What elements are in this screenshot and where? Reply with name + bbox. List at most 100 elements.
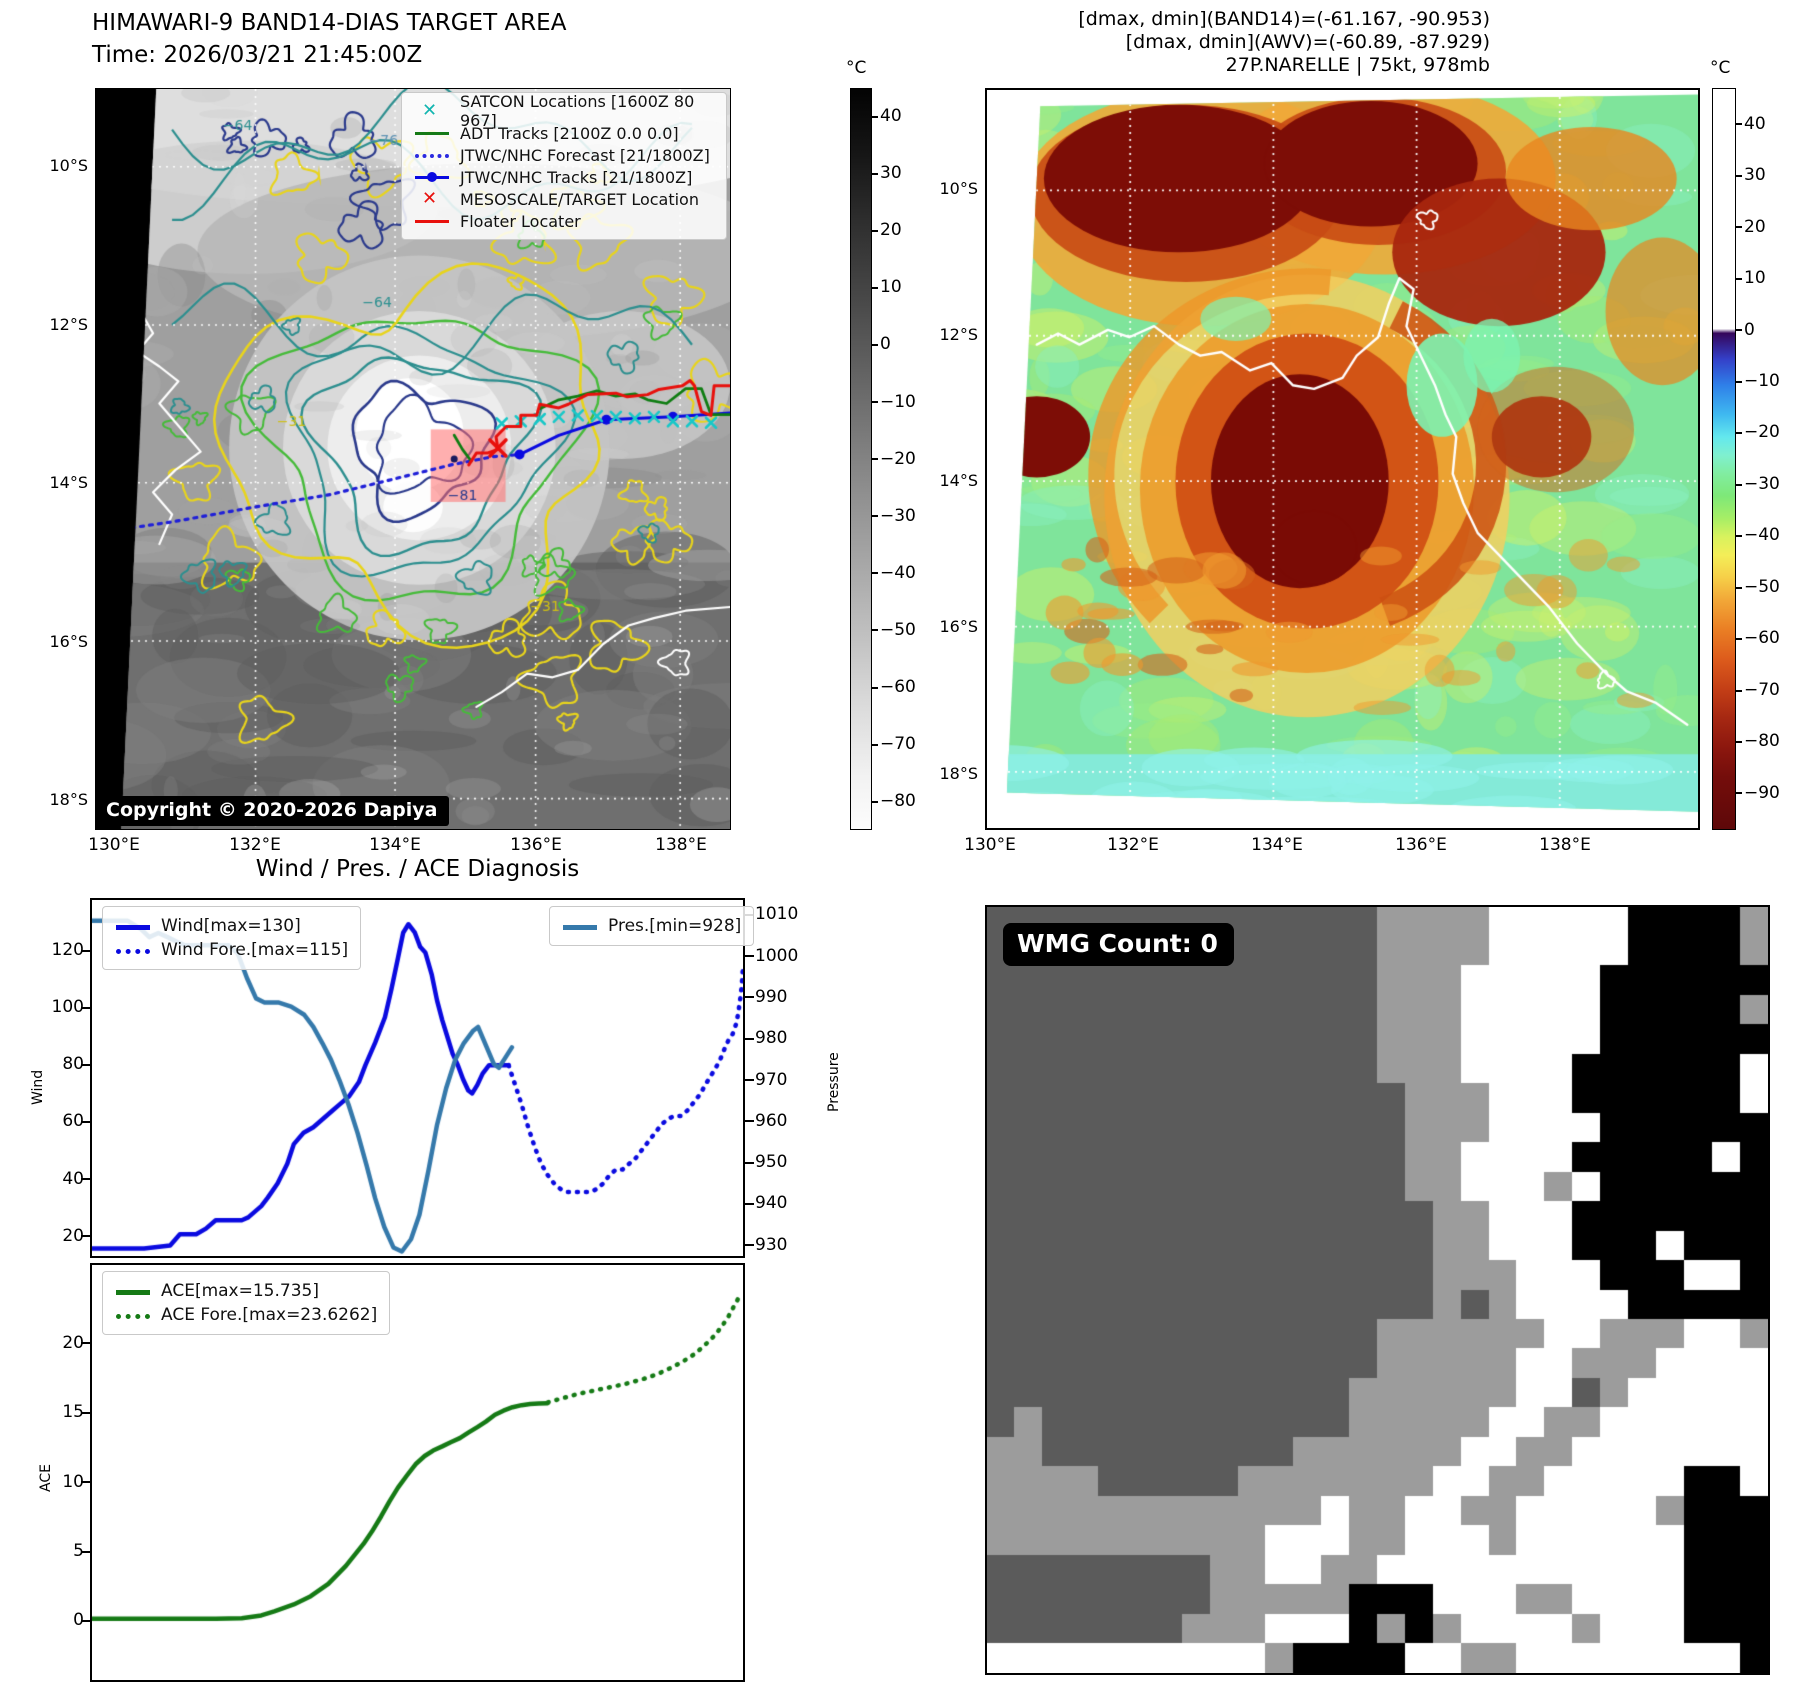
axis-tick-mark [872, 572, 878, 575]
band14-colorbar-tick: 10 [880, 277, 902, 298]
map-legend-item-3-label: JTWC/NHC Tracks [21/1800Z] [460, 167, 693, 187]
axis-tick-mark [1736, 792, 1742, 795]
awv-colorbar-tick: −30 [1744, 473, 1780, 494]
band14-colorbar [850, 88, 872, 830]
ace-chart-panel [90, 1263, 745, 1682]
band14-colorbar-tick: −30 [880, 505, 916, 526]
legend-ace-label: ACE[max=15.735] [161, 1281, 319, 1301]
ace-ytick: 0 [73, 1610, 84, 1631]
ace-legend: ACE[max=15.735] ACE Fore.[max=23.6262] [102, 1271, 391, 1335]
map-legend-item-2: JTWC/NHC Forecast [21/1800Z] [414, 144, 714, 166]
map-legend-item-0: ✕ SATCON Locations [1600Z 80 967] [414, 92, 714, 130]
wind-ytick: 60 [62, 1111, 84, 1132]
axis-tick-mark [745, 1079, 754, 1082]
axis-tick-mark [872, 115, 878, 118]
wind-ytick: 80 [62, 1054, 84, 1075]
awv-lon-tick: 136°E [1395, 835, 1447, 856]
pressure-ytick: 950 [755, 1152, 788, 1173]
awv-colorbar-tick: 10 [1744, 268, 1766, 288]
band14-colorbar-tick: 40 [880, 106, 902, 127]
pressure-ytick: 970 [755, 1069, 788, 1090]
track-dot-icon [427, 172, 437, 182]
wmg-panel: WMG Count: 0 [985, 905, 1770, 1675]
axis-tick-mark [81, 1064, 90, 1067]
band14-lat-tick: 12°S [49, 315, 88, 335]
floater-line-icon [414, 213, 450, 229]
adt-line-icon [415, 132, 449, 135]
band14-colorbar-tick: −60 [880, 676, 916, 697]
axis-tick-mark [1736, 586, 1742, 589]
axis-tick-mark [1736, 329, 1742, 332]
band14-time-label: Time: 2026/03/21 21:45:00Z [92, 42, 423, 68]
awv-colorbar-unit: °C [1710, 58, 1731, 78]
wind-legend: Wind[max=130] Wind Fore.[max=115] [102, 906, 362, 970]
band14-lon-tick: 138°E [655, 835, 707, 856]
adt-line-icon [414, 125, 450, 141]
band14-title: HIMAWARI-9 BAND14-DIAS TARGET AREA [92, 10, 567, 36]
band14-colorbar-tick: 0 [880, 334, 891, 355]
wmg-map-canvas [987, 907, 1768, 1673]
awv-colorbar-tick: −80 [1744, 731, 1780, 752]
band14-lat-tick: 16°S [49, 632, 88, 652]
legend-wind-fore: Wind Fore.[max=115] [115, 938, 348, 962]
band14-lon-tick: 134°E [369, 835, 421, 856]
legend-wind-label: Wind[max=130] [161, 916, 301, 936]
axis-tick-mark [745, 1244, 754, 1247]
band14-lat-tick: 14°S [49, 473, 88, 493]
awv-header: [dmax, dmin](BAND14)=(-61.167, -90.953) … [1060, 8, 1490, 77]
awv-colorbar-tick: 40 [1744, 113, 1766, 134]
axis-tick-mark [1736, 123, 1742, 126]
axis-tick-mark [745, 1120, 754, 1123]
diagnosis-title: Wind / Pres. / ACE Diagnosis [255, 856, 580, 882]
awv-lon-tick: 132°E [1107, 835, 1159, 856]
band14-colorbar-tick: −50 [880, 619, 916, 640]
band14-colorbar-tick: −20 [880, 448, 916, 469]
band14-lat-tick: 10°S [49, 156, 88, 176]
awv-lat-tick: 16°S [939, 617, 978, 637]
ace-line-icon [115, 1283, 151, 1299]
pressure-ytick: 960 [755, 1110, 788, 1131]
axis-tick-mark [872, 172, 878, 175]
awv-lat-tick: 10°S [939, 179, 978, 199]
awv-lon-tick: 130°E [964, 835, 1016, 856]
wind-line-icon [116, 925, 150, 930]
map-legend-item-4-label: MESOSCALE/TARGET Location [460, 189, 699, 209]
awv-header-line-3: 27P.NARELLE | 75kt, 978mb [1225, 54, 1490, 76]
awv-map-panel [985, 88, 1700, 830]
axis-tick-mark [81, 1178, 90, 1181]
axis-tick-mark [81, 1481, 90, 1484]
map-legend-item-1-label: ADT Tracks [2100Z 0.0 0.0] [460, 123, 679, 143]
axis-tick-mark [872, 629, 878, 632]
axis-tick-mark [81, 1411, 90, 1414]
axis-tick-mark [745, 955, 754, 958]
awv-colorbar-tick: −90 [1744, 782, 1780, 803]
axis-tick-mark [872, 515, 878, 518]
copyright-label: Copyright © 2020-2026 Dapiya [98, 796, 450, 826]
legend-pressure: Pres.[min=928] [562, 914, 741, 938]
wind-ytick: 40 [62, 1168, 84, 1189]
awv-colorbar-tick: 0 [1744, 319, 1755, 340]
axis-tick-mark [1736, 483, 1742, 486]
awv-lon-tick: 138°E [1539, 835, 1591, 856]
pressure-ytick: 940 [755, 1193, 788, 1214]
floater-line-icon [415, 220, 449, 223]
awv-header-line-2: [dmax, dmin](AWV)=(-60.89, -87.929) [1125, 31, 1490, 53]
awv-colorbar-tick: 20 [1744, 216, 1766, 237]
band14-colorbar-tick: −10 [880, 391, 916, 412]
axis-tick-mark [745, 996, 754, 999]
band14-colorbar-tick: 20 [880, 220, 902, 241]
legend-wind-fore-label: Wind Fore.[max=115] [161, 940, 349, 960]
axis-tick-mark [745, 1037, 754, 1040]
axis-tick-mark [81, 1121, 90, 1124]
map-legend-item-4: ✕ MESOSCALE/TARGET Location [414, 188, 714, 210]
awv-colorbar-tick: −70 [1744, 679, 1780, 700]
map-legend-item-3: JTWC/NHC Tracks [21/1800Z] [414, 166, 714, 188]
map-legend-item-2-label: JTWC/NHC Forecast [21/1800Z] [460, 145, 710, 165]
band14-colorbar-tick: −80 [880, 791, 916, 812]
legend-ace: ACE[max=15.735] [115, 1279, 377, 1303]
ace-ytick: 5 [73, 1541, 84, 1562]
pressure-line-icon [563, 925, 597, 930]
band14-lon-tick: 136°E [510, 835, 562, 856]
ace-ytick: 15 [62, 1402, 84, 1423]
